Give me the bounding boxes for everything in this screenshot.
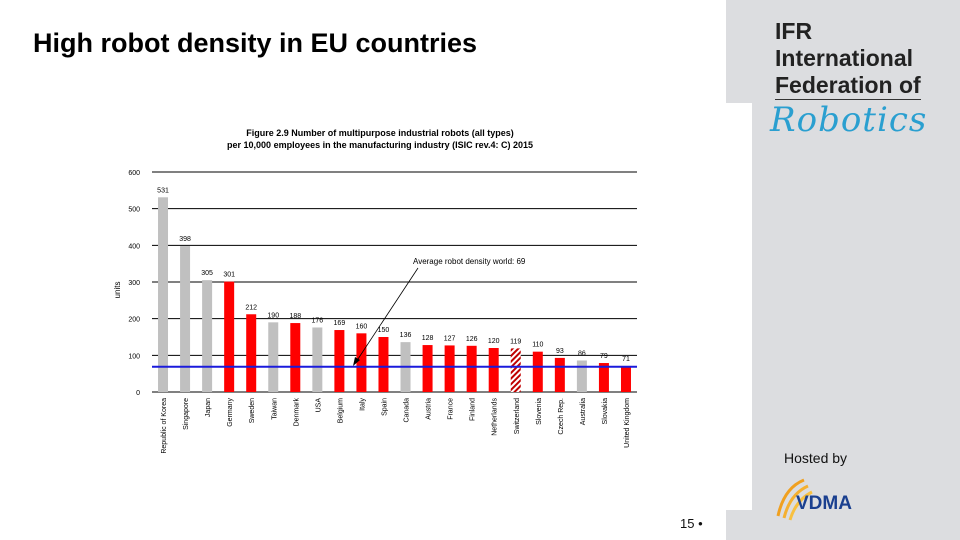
- bar: [466, 345, 477, 392]
- y-tick-label: 300: [128, 280, 140, 287]
- data-label: 169: [334, 320, 346, 327]
- data-label: 160: [356, 323, 368, 330]
- bar: [444, 345, 455, 392]
- logo-line: International: [775, 45, 914, 71]
- x-tick-label: Denmark: [293, 398, 300, 427]
- x-tick-label: Taiwan: [271, 398, 278, 420]
- robotics-script-logo: Robotics: [770, 100, 928, 140]
- y-tick-label: 600: [128, 170, 140, 177]
- bar: [510, 348, 521, 392]
- data-label: 119: [510, 338, 521, 345]
- ifr-logo: IFR International Federation of: [775, 18, 921, 100]
- bar: [576, 360, 587, 392]
- data-label: 176: [311, 317, 323, 324]
- vdma-logo: VDMA: [776, 478, 852, 521]
- data-label: 301: [223, 272, 235, 279]
- bar: [268, 322, 279, 392]
- y-tick-label: 0: [136, 390, 140, 397]
- data-label: 120: [488, 338, 500, 345]
- x-tick-label: USA: [315, 398, 322, 413]
- bar: [224, 281, 235, 392]
- bar: [620, 365, 631, 392]
- data-label: 126: [466, 336, 478, 343]
- arrow-head-icon: [353, 357, 360, 366]
- bar: [334, 330, 345, 392]
- x-tick-label: Switzerland: [514, 398, 521, 434]
- bar: [312, 327, 323, 392]
- x-tick-label: Austria: [426, 398, 433, 420]
- brand-panel: [726, 0, 960, 540]
- x-tick-label: Canada: [404, 398, 411, 423]
- bar: [202, 280, 213, 392]
- page-number: 15 •: [680, 516, 703, 531]
- data-label: 127: [444, 335, 456, 342]
- x-tick-label: Finland: [470, 398, 477, 421]
- x-tick-label: Slovakia: [602, 398, 609, 425]
- y-tick-label: 200: [128, 317, 140, 324]
- data-label: 305: [201, 270, 213, 277]
- y-tick-label: 100: [128, 353, 140, 360]
- hosted-by-label: Hosted by: [784, 450, 848, 466]
- y-tick-label: 400: [128, 243, 140, 250]
- data-label: 398: [179, 236, 191, 243]
- bar: [180, 246, 191, 392]
- y-axis-label: units: [113, 282, 122, 299]
- x-tick-label: Germany: [227, 398, 234, 427]
- x-tick-label: Spain: [381, 398, 388, 416]
- data-label: 531: [157, 187, 169, 194]
- x-tick-label: Japan: [205, 398, 212, 417]
- annotation-arrow: [355, 267, 419, 363]
- data-label: 212: [245, 304, 257, 311]
- bar: [290, 323, 301, 392]
- data-label: 188: [289, 313, 301, 320]
- y-tick-label: 500: [128, 207, 140, 214]
- data-label: 136: [400, 332, 412, 339]
- bar: [246, 314, 257, 392]
- x-tick-label: Belgium: [337, 398, 344, 423]
- x-tick-label: France: [448, 398, 455, 420]
- x-tick-label: Netherlands: [492, 398, 499, 436]
- x-tick-label: Czech Rep.: [558, 398, 565, 435]
- chart-subtitle: per 10,000 employees in the manufacturin…: [227, 140, 533, 150]
- x-tick-label: Australia: [580, 398, 587, 425]
- bar: [488, 348, 499, 392]
- x-tick-label: United Kingdom: [624, 398, 631, 448]
- data-label: 190: [267, 312, 279, 319]
- bar: [378, 337, 389, 392]
- logo-line: IFR: [775, 18, 813, 44]
- x-tick-label: Republic of Korea: [161, 398, 168, 454]
- data-label: 93: [556, 348, 564, 355]
- data-label: 86: [578, 350, 586, 357]
- data-label: 79: [600, 353, 608, 360]
- average-annotation: Average robot density world: 69: [413, 257, 526, 266]
- bar: [598, 363, 609, 392]
- logo-line: Federation of: [775, 72, 921, 100]
- data-label: 110: [532, 342, 543, 349]
- chart-title: Figure 2.9 Number of multipurpose indust…: [246, 128, 514, 138]
- x-tick-label: Italy: [359, 398, 366, 411]
- bar: [532, 351, 543, 392]
- data-label: 150: [378, 327, 390, 334]
- bar: [158, 197, 169, 392]
- bar: [554, 357, 565, 392]
- bar: [356, 333, 367, 392]
- x-tick-label: Slovenia: [536, 398, 543, 425]
- data-label: 71: [622, 356, 630, 363]
- panel-notch: [726, 103, 752, 510]
- bar: [422, 345, 433, 392]
- vdma-text: VDMA: [796, 493, 852, 514]
- data-label: 128: [422, 335, 434, 342]
- x-tick-label: Sweden: [249, 398, 256, 423]
- bar-chart: Figure 2.9 Number of multipurpose indust…: [113, 128, 637, 454]
- x-tick-label: Singapore: [183, 398, 190, 430]
- page-title: High robot density in EU countries: [33, 28, 478, 58]
